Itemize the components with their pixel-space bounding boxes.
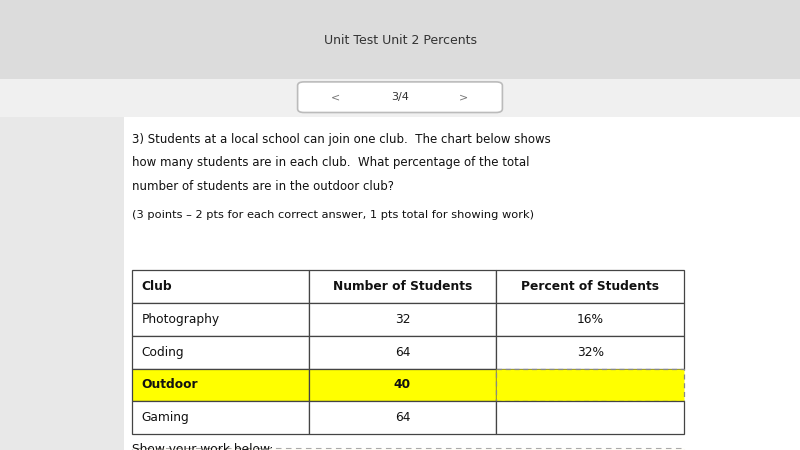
Text: 16%: 16% [577,313,604,326]
Text: (3 points – 2 pts for each correct answer, 1 pts total for showing work): (3 points – 2 pts for each correct answe… [132,210,534,220]
Bar [309,401,496,434]
Bar [132,270,309,303]
Bar [496,336,684,369]
Text: 64: 64 [394,411,410,424]
Bar [132,448,684,450]
Bar [309,270,496,303]
Text: Coding: Coding [142,346,184,359]
Bar [124,117,800,450]
Bar [309,336,496,369]
Text: Outdoor: Outdoor [142,378,198,392]
Bar [132,336,309,369]
Bar [496,401,684,434]
Text: 32%: 32% [577,346,604,359]
Bar [496,369,684,401]
Bar [0,117,124,450]
Text: 64: 64 [394,346,410,359]
Text: Gaming: Gaming [142,411,190,424]
Text: 40: 40 [394,378,411,392]
Text: >: > [459,92,469,102]
Text: how many students are in each club.  What percentage of the total: how many students are in each club. What… [132,156,530,169]
Text: 32: 32 [394,313,410,326]
Text: Unit Test Unit 2 Percents: Unit Test Unit 2 Percents [323,34,477,47]
Bar [496,303,684,336]
Text: 3/4: 3/4 [391,92,409,102]
Bar [309,303,496,336]
Text: <: < [331,92,341,102]
Bar [132,401,309,434]
Text: 3) Students at a local school can join one club.  The chart below shows: 3) Students at a local school can join o… [132,133,550,146]
Bar [496,270,684,303]
Bar [132,369,309,401]
FancyBboxPatch shape [298,82,502,112]
Bar [309,369,496,401]
Text: Number of Students: Number of Students [333,280,472,293]
Bar [132,303,309,336]
Text: Photography: Photography [142,313,220,326]
Bar [0,79,800,117]
Bar [0,0,800,81]
Text: Club: Club [142,280,172,293]
Text: Percent of Students: Percent of Students [521,280,659,293]
Text: Show your work below:: Show your work below: [132,443,274,450]
Text: number of students are in the outdoor club?: number of students are in the outdoor cl… [132,180,394,193]
